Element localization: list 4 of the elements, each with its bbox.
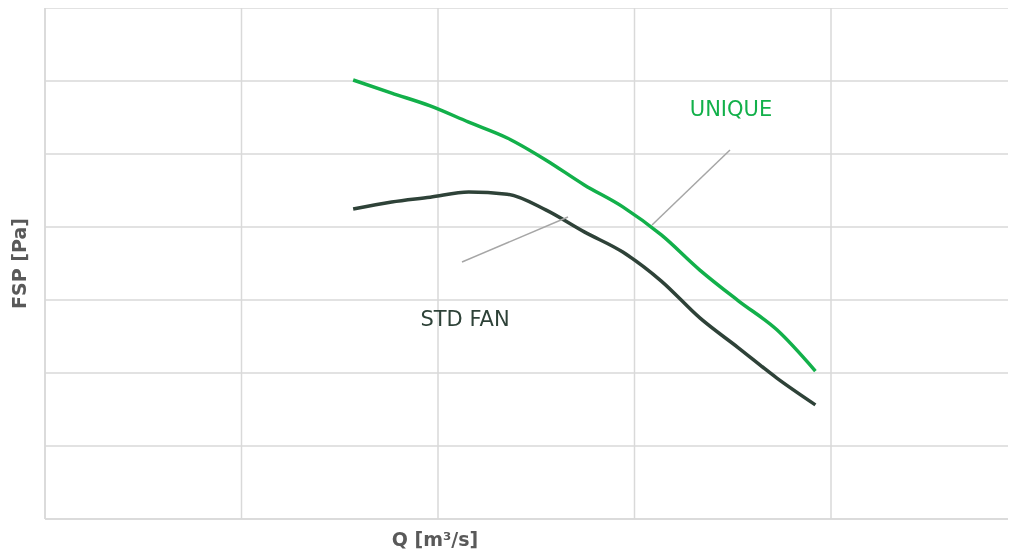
x-axis-title: Q [m³/s] [391,528,479,550]
text: STD FAN [420,307,510,331]
y-axis-title: FSP [Pa] [8,218,30,309]
text: UNIQUE [689,97,773,121]
